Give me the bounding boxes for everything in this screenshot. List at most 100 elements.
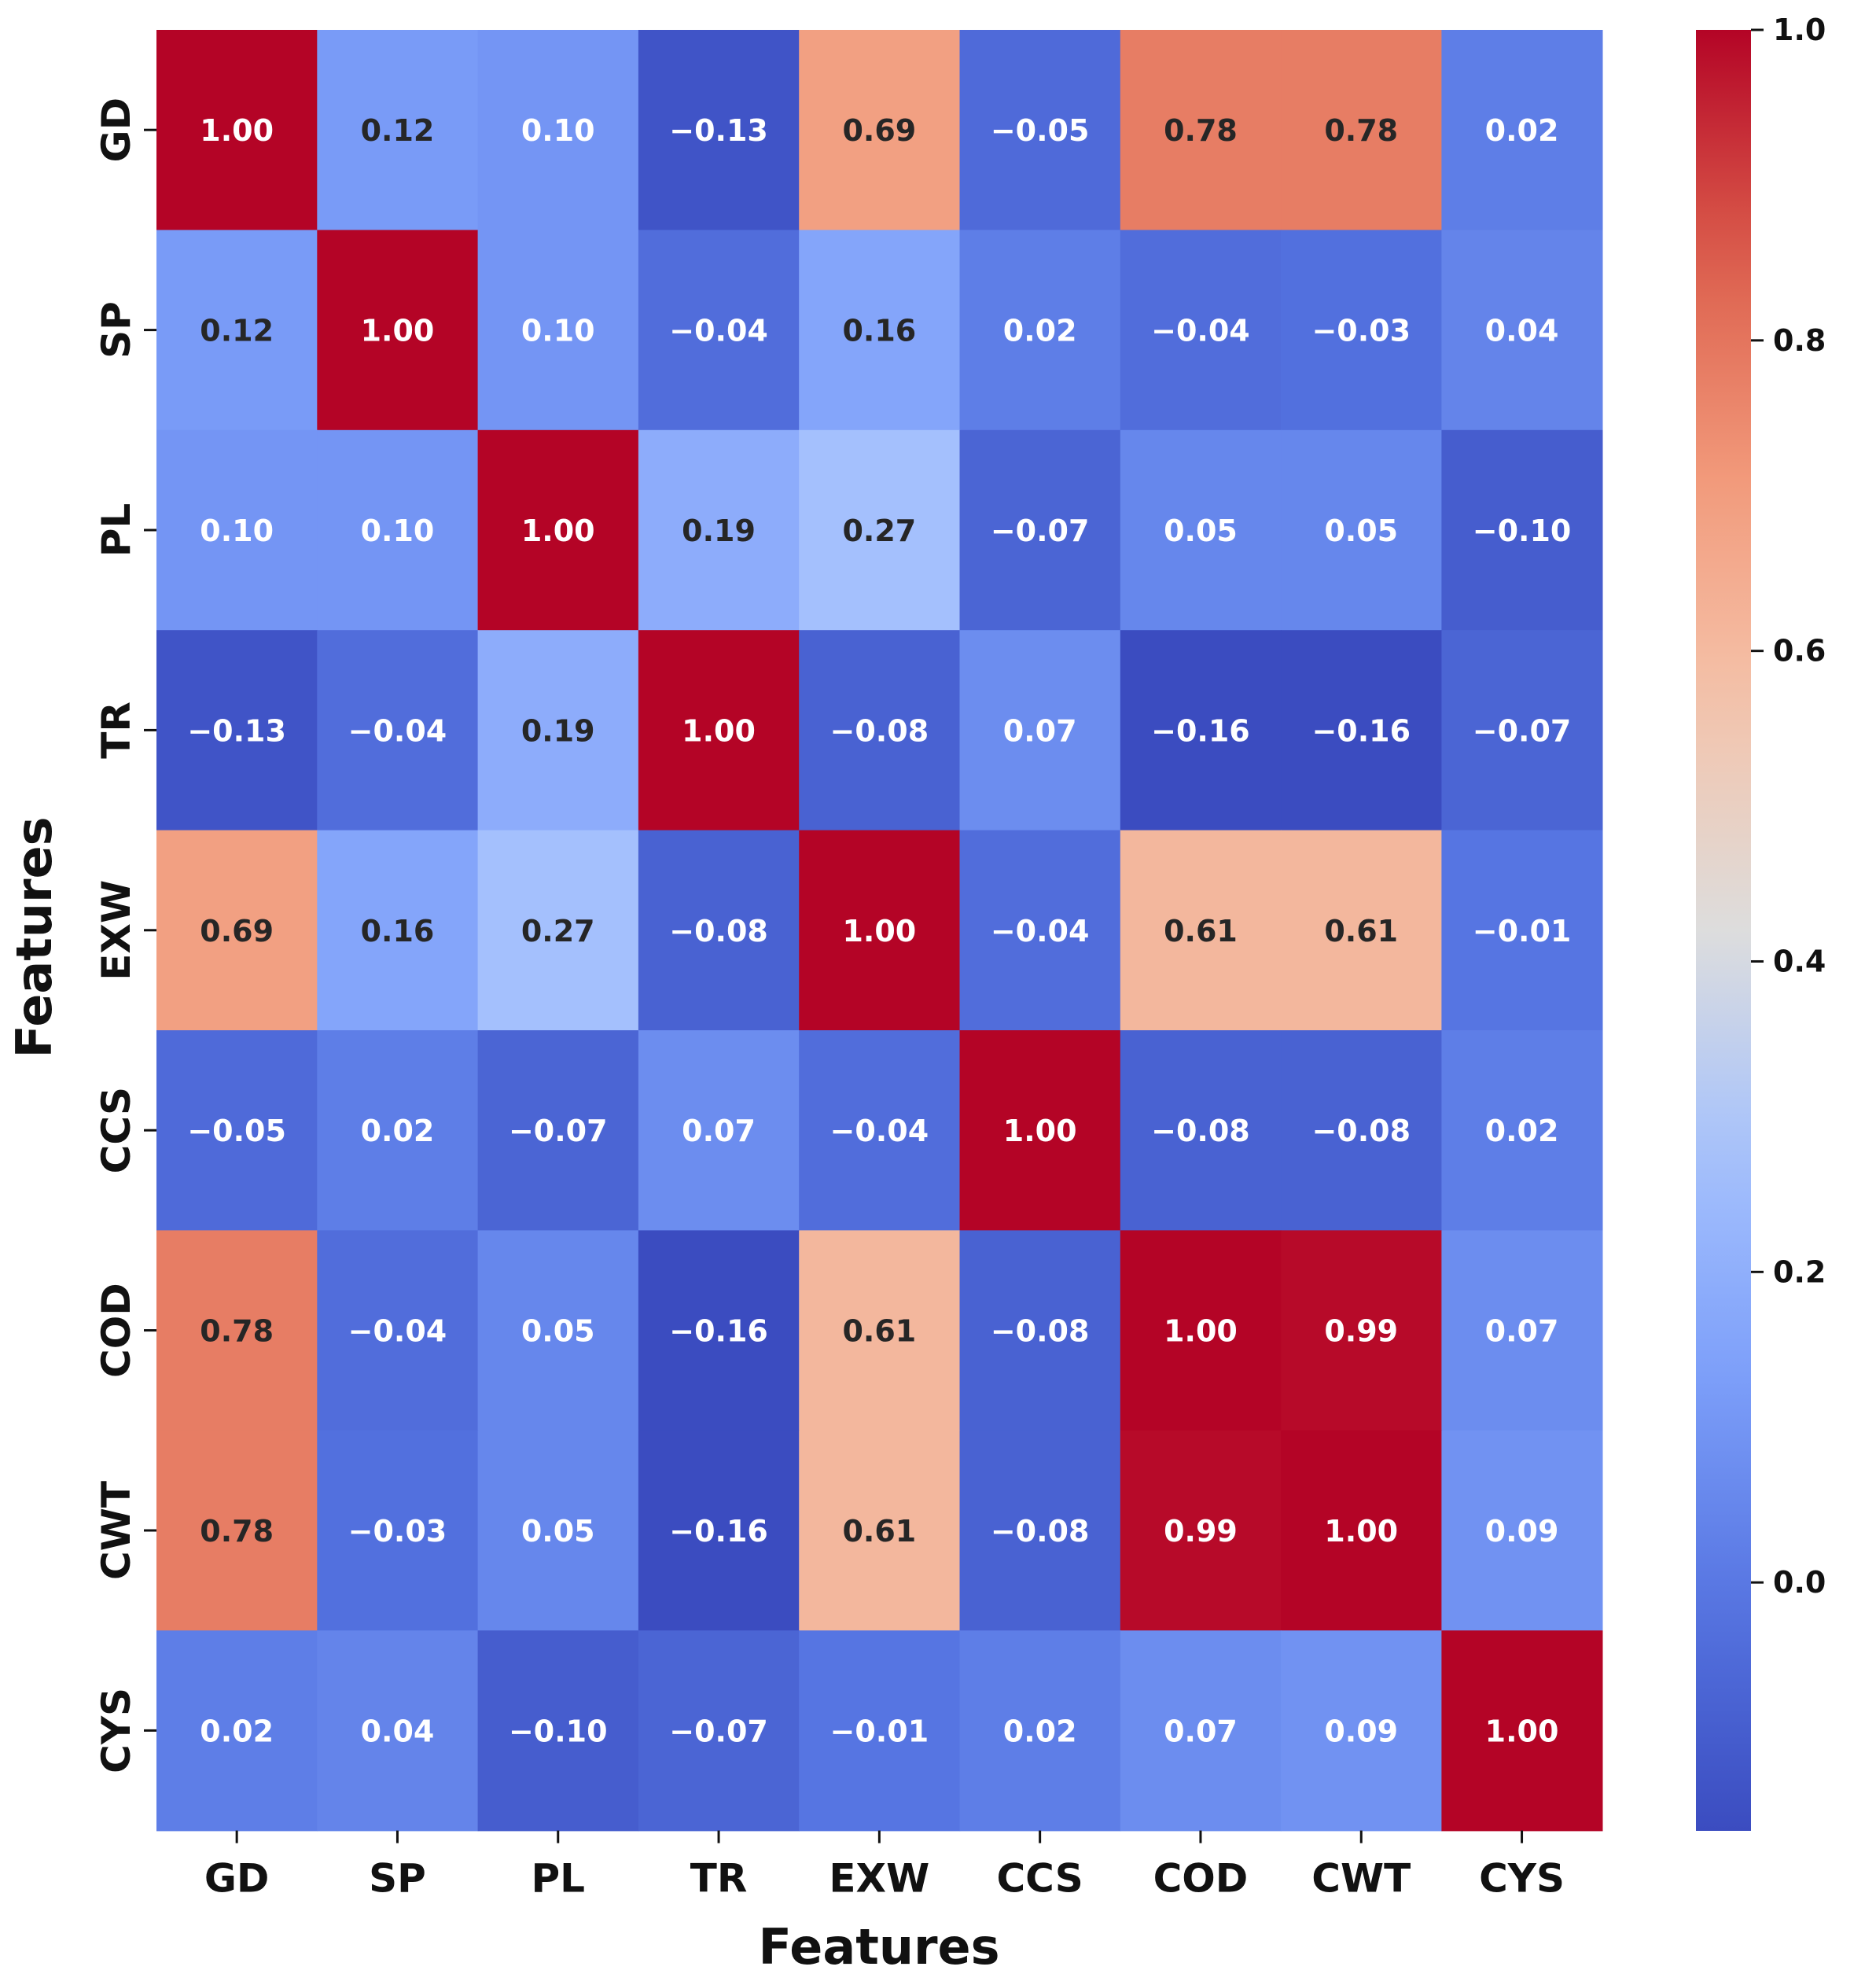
heatmap-cell [799, 1030, 961, 1232]
heatmap-cell [638, 429, 800, 631]
heatmap-cell [799, 30, 961, 231]
cell-value-label: 0.99 [1324, 1314, 1398, 1349]
heatmap-cell [799, 1630, 961, 1832]
cell-value-label: 1.00 [682, 713, 756, 748]
cell-value-label: −0.13 [669, 113, 768, 148]
cell-value-label: 1.00 [521, 514, 595, 548]
heatmap-cell [317, 830, 479, 1031]
heatmap-cell [1441, 1430, 1603, 1631]
heatmap-cell [638, 1430, 800, 1631]
x-tick-label: EXW [829, 1856, 929, 1902]
cell-value-label: 0.19 [682, 514, 756, 548]
heatmap-cell [1120, 1030, 1282, 1232]
heatmap-cell [477, 1630, 639, 1832]
cell-value-label: 0.61 [842, 1314, 916, 1349]
cell-value-label: −0.16 [669, 1314, 768, 1349]
y-tick-label: GD [94, 98, 139, 163]
cell-value-label: 0.05 [1164, 514, 1238, 548]
cell-value-label: −0.08 [1151, 1114, 1250, 1148]
cell-value-label: −0.07 [991, 514, 1090, 548]
cell-value-label: −0.08 [991, 1514, 1090, 1549]
cell-value-label: 0.78 [200, 1314, 274, 1349]
heatmap-cell [156, 1230, 318, 1431]
colorbar-tick-label: 0.0 [1773, 1565, 1826, 1600]
heatmap-cell [638, 1630, 800, 1832]
cell-value-label: −0.08 [830, 713, 929, 748]
heatmap-cell [959, 230, 1121, 431]
cell-value-label: 0.09 [1324, 1714, 1398, 1748]
x-tick-label: CCS [996, 1856, 1083, 1902]
cell-value-label: 0.69 [842, 113, 916, 148]
heatmap-cell [317, 429, 479, 631]
heatmap-cell [1120, 830, 1282, 1031]
cell-value-label: 1.00 [361, 314, 435, 348]
cell-value-label: 0.07 [1164, 1714, 1238, 1748]
cell-value-label: 1.00 [1003, 1114, 1077, 1148]
heatmap-cell [1120, 230, 1282, 431]
heatmap-cell [1281, 429, 1443, 631]
cell-value-label: 0.19 [521, 713, 595, 748]
heatmap-cell [156, 30, 318, 231]
cell-value-label: 0.07 [1003, 713, 1077, 748]
cell-value-label: 0.07 [1485, 1314, 1559, 1349]
x-axis-ticks: GD SP PL TR EXW CCS COD CWT CYS [204, 1830, 1565, 1902]
cell-value-label: −0.13 [187, 713, 286, 748]
cell-value-label: −0.08 [1311, 1114, 1411, 1148]
heatmap-cell [1281, 1630, 1443, 1832]
y-tick-label: EXW [94, 880, 139, 981]
cell-value-label: 0.61 [1164, 914, 1238, 948]
cell-value-label: 0.02 [1485, 113, 1559, 148]
cell-value-label: 0.10 [200, 514, 274, 548]
cell-value-label: −0.16 [1151, 713, 1250, 748]
x-axis-label: Features [758, 1918, 999, 1976]
y-tick-label: CYS [94, 1688, 139, 1773]
cell-value-label: 0.02 [1485, 1114, 1559, 1148]
cell-value-label: 0.99 [1164, 1514, 1238, 1549]
colorbar-tick-label: 1.0 [1773, 13, 1826, 47]
cell-value-label: −0.10 [1473, 514, 1572, 548]
heatmap-cell [156, 830, 318, 1031]
cell-value-label: 0.07 [682, 1114, 756, 1148]
heatmap-cell [638, 1230, 800, 1431]
heatmap-cell [156, 1630, 318, 1832]
heatmap-cell [1120, 630, 1282, 831]
heatmap-cell [156, 1030, 318, 1232]
heatmap-cell [156, 429, 318, 631]
heatmap-cell [1281, 30, 1443, 231]
heatmap-cell [317, 630, 479, 831]
heatmap-cell [959, 1630, 1121, 1832]
x-tick-label: COD [1153, 1856, 1249, 1902]
heatmap-cell [477, 1030, 639, 1232]
heatmap-cell [1441, 630, 1603, 831]
cell-value-label: 1.00 [200, 113, 274, 148]
heatmap-cell [1120, 1630, 1282, 1832]
x-tick-label: TR [690, 1856, 748, 1902]
heatmap-cell [638, 230, 800, 431]
cell-value-label: 0.05 [521, 1514, 595, 1549]
heatmap-cell [1120, 1230, 1282, 1431]
heatmap-cell [959, 429, 1121, 631]
cell-value-label: 0.10 [521, 314, 595, 348]
colorbar-tick-label: 0.4 [1773, 944, 1826, 978]
heatmap-cell [1441, 830, 1603, 1031]
cell-value-label: −0.16 [669, 1514, 768, 1549]
colorbar: 0.0 0.2 0.4 0.6 0.8 1.0 [1696, 13, 1826, 1831]
heatmap-cell [799, 830, 961, 1031]
heatmap-cell [1441, 230, 1603, 431]
colorbar-tick-label: 0.8 [1773, 323, 1826, 358]
y-tick-label: COD [94, 1283, 139, 1378]
cell-value-label: 0.27 [842, 514, 916, 548]
cell-value-label: 0.04 [1485, 314, 1559, 348]
cell-value-label: 0.02 [200, 1714, 274, 1748]
colorbar-gradient [1696, 30, 1751, 1831]
heatmap-cell [1441, 30, 1603, 231]
cell-value-label: −0.01 [830, 1714, 929, 1748]
cell-value-label: 0.10 [521, 113, 595, 148]
cell-value-label: −0.04 [991, 914, 1090, 948]
x-tick-label: CYS [1479, 1856, 1565, 1902]
heatmap-cell [156, 230, 318, 431]
cell-value-label: −0.10 [509, 1714, 608, 1748]
y-axis-label: Features [6, 816, 63, 1058]
heatmap-cell [638, 630, 800, 831]
heatmap-cell [1281, 230, 1443, 431]
